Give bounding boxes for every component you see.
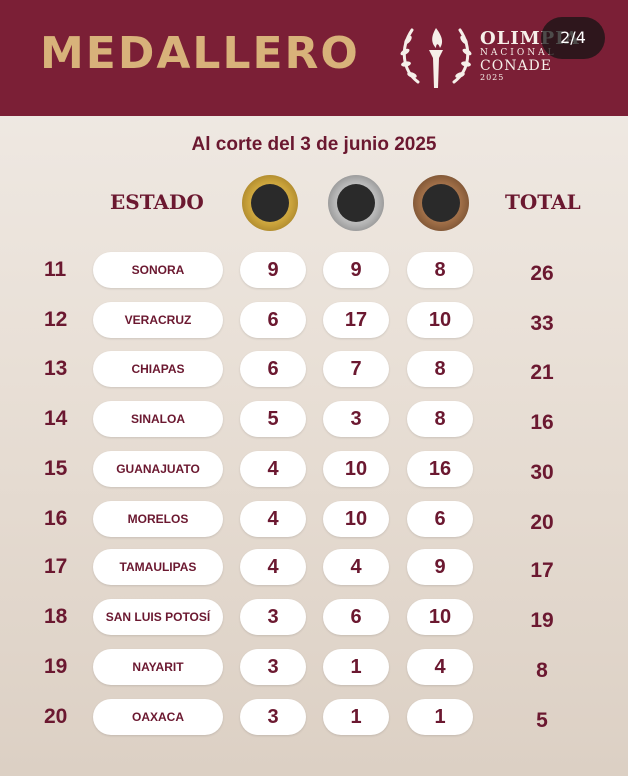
state-name: MORELOS	[93, 501, 223, 537]
bronze-count: 8	[407, 252, 473, 288]
silver-count: 9	[323, 252, 389, 288]
silver-count: 10	[323, 501, 389, 537]
bronze-count: 8	[407, 351, 473, 387]
table-row: 11 SONORA 9 9 8 26	[0, 252, 628, 288]
total-count: 30	[530, 461, 554, 484]
rank-number: 11	[44, 258, 67, 281]
header-banner: MEDALLERO OLIMPIA NACIONAL CONA	[0, 0, 628, 116]
rank-number: 14	[44, 407, 68, 430]
logo-line-conade: CONADE	[480, 58, 552, 74]
table-row: 18 SAN LUIS POTOSÍ 3 6 10 19	[0, 599, 628, 635]
rank-number: 18	[44, 605, 68, 628]
state-name: OAXACA	[93, 699, 223, 735]
silver-count: 7	[323, 351, 389, 387]
state-name: SONORA	[93, 252, 223, 288]
silver-count: 17	[323, 302, 389, 338]
table-row: 19 NAYARIT 3 1 4 8	[0, 649, 628, 685]
rank-number: 16	[44, 507, 68, 530]
gold-count: 3	[240, 649, 306, 685]
gold-count: 6	[240, 302, 306, 338]
gold-count: 4	[240, 451, 306, 487]
state-name: TAMAULIPAS	[93, 549, 223, 585]
logo-line-nacional: NACIONAL	[480, 48, 557, 58]
gold-count: 6	[240, 351, 306, 387]
silver-count: 4	[323, 549, 389, 585]
gold-count: 9	[240, 252, 306, 288]
column-header-total: TOTAL	[505, 190, 581, 214]
total-count: 26	[530, 262, 554, 285]
table-row: 15 GUANAJUATO 4 10 16 30	[0, 451, 628, 487]
bronze-count: 16	[407, 451, 473, 487]
gold-count: 3	[240, 599, 306, 635]
rank-number: 13	[44, 357, 68, 380]
total-count: 16	[530, 411, 554, 434]
state-name: VERACRUZ	[93, 302, 223, 338]
rank-number: 15	[44, 457, 68, 480]
state-name: SAN LUIS POTOSÍ	[93, 599, 223, 635]
total-count: 20	[530, 511, 554, 534]
rank-number: 12	[44, 308, 68, 331]
table-row: 12 VERACRUZ 6 17 10 33	[0, 302, 628, 338]
page-title: MEDALLERO	[40, 28, 360, 79]
column-header-state: ESTADO	[110, 190, 204, 214]
table-row: 13 CHIAPAS 6 7 8 21	[0, 351, 628, 387]
total-count: 33	[530, 312, 554, 335]
total-count: 8	[536, 659, 548, 682]
silver-count: 1	[323, 699, 389, 735]
table-row: 20 OAXACA 3 1 1 5	[0, 699, 628, 735]
page-indicator[interactable]: 2/4	[541, 17, 605, 59]
bronze-count: 6	[407, 501, 473, 537]
silver-count: 6	[323, 599, 389, 635]
rank-number: 20	[44, 705, 68, 728]
bronze-count: 10	[407, 302, 473, 338]
silver-count: 10	[323, 451, 389, 487]
gold-count: 4	[240, 501, 306, 537]
total-count: 19	[530, 609, 554, 632]
state-name: NAYARIT	[93, 649, 223, 685]
bronze-medal-icon	[413, 175, 469, 231]
silver-count: 3	[323, 401, 389, 437]
gold-count: 3	[240, 699, 306, 735]
bronze-count: 1	[407, 699, 473, 735]
table-row: 16 MORELOS 4 10 6 20	[0, 501, 628, 537]
total-count: 21	[530, 361, 554, 384]
rank-number: 19	[44, 655, 68, 678]
silver-count: 1	[323, 649, 389, 685]
table-row: 14 SINALOA 5 3 8 16	[0, 401, 628, 437]
bronze-count: 9	[407, 549, 473, 585]
bronze-count: 10	[407, 599, 473, 635]
torch-laurel-logo-icon	[396, 20, 476, 96]
table-row: 17 TAMAULIPAS 4 4 9 17	[0, 549, 628, 585]
state-name: SINALOA	[93, 401, 223, 437]
state-name: GUANAJUATO	[93, 451, 223, 487]
cutoff-date-subtitle: Al corte del 3 de junio 2025	[191, 134, 437, 155]
silver-medal-icon	[328, 175, 384, 231]
gold-count: 4	[240, 549, 306, 585]
gold-count: 5	[240, 401, 306, 437]
gold-medal-icon	[242, 175, 298, 231]
total-count: 5	[536, 709, 548, 732]
logo-line-year: 2025	[480, 73, 505, 82]
bronze-count: 4	[407, 649, 473, 685]
rank-number: 17	[44, 555, 68, 578]
state-name: CHIAPAS	[93, 351, 223, 387]
total-count: 17	[530, 559, 554, 582]
bronze-count: 8	[407, 401, 473, 437]
